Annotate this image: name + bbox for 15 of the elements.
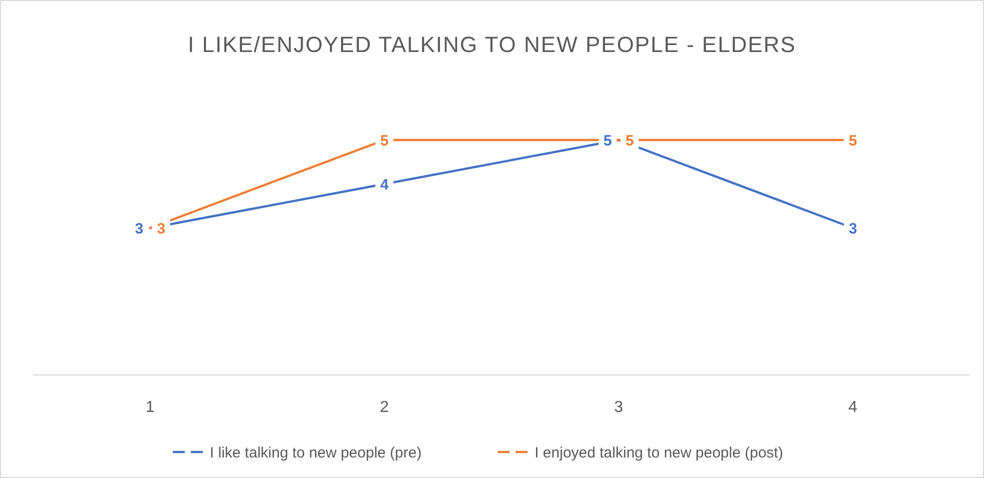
data-label: 5 bbox=[603, 132, 612, 150]
chart-title: I LIKE/ENJOYED TALKING TO NEW PEOPLE - ELDERS bbox=[188, 32, 796, 57]
data-label: 4 bbox=[380, 176, 390, 194]
data-label: 5 bbox=[625, 132, 634, 150]
data-label: 3 bbox=[156, 220, 166, 238]
x-tick-label: 4 bbox=[848, 399, 858, 416]
x-tick-label: 2 bbox=[380, 399, 389, 416]
data-label: 3 bbox=[134, 220, 144, 238]
x-tick-label: 3 bbox=[614, 399, 624, 416]
data-label: 5 bbox=[848, 132, 858, 150]
data-label: 3 bbox=[848, 220, 858, 238]
x-tick-label: 1 bbox=[146, 399, 155, 416]
legend-label: I like talking to new people (pre) bbox=[210, 444, 422, 462]
legend-label: I enjoyed talking to new people (post) bbox=[534, 444, 784, 462]
data-label: 5 bbox=[380, 132, 389, 150]
